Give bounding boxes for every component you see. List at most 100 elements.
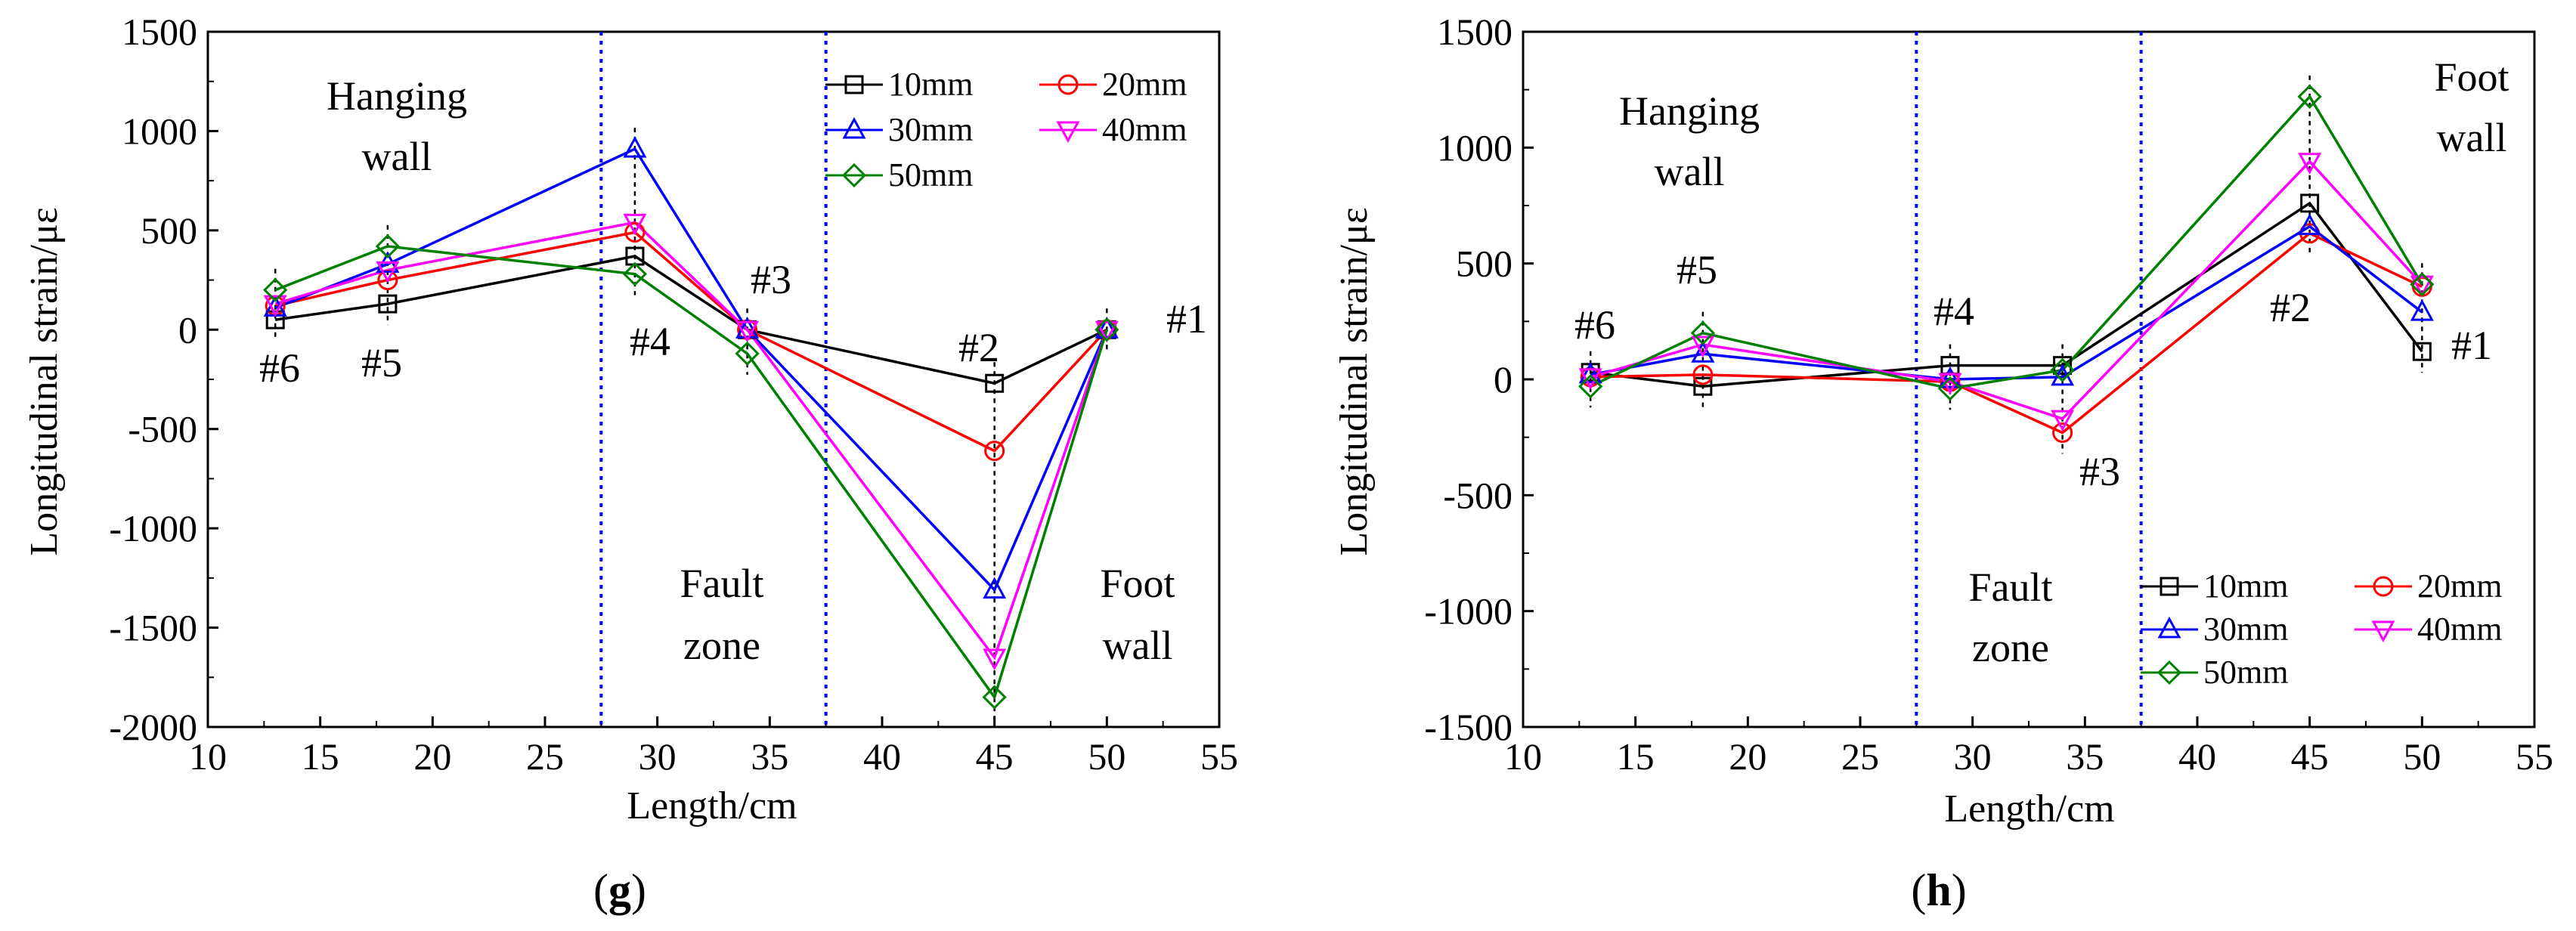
data-point-30mm [1578,361,1602,384]
data-point-50mm [2050,357,2075,382]
series-line-40mm [274,221,1108,660]
legend-h: 10mm 20mm 30mm 40mm 50mm [2141,568,2502,691]
x-tick-label: 30 [1954,735,1992,778]
x-tick-label: 30 [639,735,677,778]
legend-symbol-40mm [2371,620,2395,643]
data-point-10mm [2053,356,2073,376]
x-axis-title-h: Length/cm [1944,787,2114,830]
y-tick-label: -1000 [1424,590,1512,633]
data-point-20mm [2052,422,2073,444]
legend-label-50mm: 50mm [2203,654,2288,691]
y-tick-label: 0 [1494,358,1512,401]
x-tick-label: 35 [2066,735,2104,778]
x-tick-label: 55 [1200,735,1238,778]
legend-label-40mm: 40mm [2417,611,2502,648]
legend-label-20mm: 20mm [1102,66,1187,103]
data-point-40mm [2298,153,2322,175]
data-point-40mm [983,648,1007,671]
data-point-30mm [623,135,647,158]
data-point-30mm [1094,317,1119,339]
region-label-hanging-line1: Hanging [1619,88,1760,134]
y-tick-label: 1500 [1437,11,1512,53]
point-label-1: #1 [2451,323,2492,368]
x-tick-label: 40 [2178,735,2216,778]
x-tick-label: 50 [1088,735,1125,778]
legend-symbol-50mm [841,162,867,188]
data-point-40mm [1094,320,1119,343]
data-point-50mm [735,341,760,366]
data-point-40mm [623,213,647,236]
x-tick-label: 25 [526,735,564,778]
legend-label-10mm: 10mm [888,66,973,103]
data-point-30mm [1691,341,1715,363]
point-label-5: #5 [1677,247,1717,292]
point-label-3: #3 [751,257,791,302]
panel-label-h: (h) [1911,865,1966,915]
y-tick-label: 1000 [122,110,197,152]
point-label-2: #2 [958,325,999,370]
data-point-40mm [735,320,760,343]
point-label-6: #6 [1574,302,1615,348]
y-tick-label: 1500 [122,11,197,53]
point-label-4: #4 [630,319,670,364]
region-label-foot-line2: wall [2437,115,2507,160]
x-tick-label: 45 [2291,735,2329,778]
legend-symbol-40mm [1056,121,1080,144]
x-tick-label: 55 [2516,735,2553,778]
series-line-10mm [274,255,1108,385]
region-label-foot-line2: wall [1103,623,1173,668]
legend-symbol-30mm [842,116,866,139]
x-tick-label: 20 [1729,735,1766,778]
data-point-10mm [1693,376,1713,396]
x-tick-label: 20 [413,735,451,778]
legend-label-30mm: 30mm [888,111,973,148]
data-point-10mm [2412,342,2432,361]
y-axis-title-g: Longitudinal strain/με [23,207,66,555]
region-label-fault-line1: Fault [1968,564,2052,610]
data-point-50mm [1690,320,1715,345]
data-point-50mm [1937,376,1963,401]
legend-symbol-50mm [2156,660,2182,685]
legend-label-50mm: 50mm [888,156,973,193]
region-label-hanging-line2: wall [362,134,432,179]
y-axis-title-h: Longitudinal strain/με [1333,207,1376,555]
y-tick-label: -1000 [109,507,197,549]
legend-label-20mm: 20mm [2417,568,2502,605]
legend-symbol-10mm [2160,577,2179,596]
data-point-50mm [1578,374,1603,399]
legend-symbol-20mm [1057,74,1079,95]
point-label-6: #6 [259,345,300,391]
panel-label-h-letter: h [1926,865,1951,915]
region-label-hanging-line2: wall [1655,149,1725,194]
legend-g: 10mm 20mm 30mm 40mm 50mm [825,66,1187,193]
y-tick-label: 0 [178,308,197,351]
region-label-fault-line2: zone [1972,625,2049,670]
data-point-10mm [2300,193,2320,213]
data-point-40mm [1691,336,1715,358]
y-tick-label: 500 [141,209,197,252]
x-tick-label: 50 [2403,735,2441,778]
x-tick-label: 10 [1504,735,1542,778]
data-point-50mm [375,234,400,259]
series-line-10mm [1590,201,2423,388]
series-line-20mm [274,230,1108,453]
data-point-40mm [1578,368,1602,391]
legend-label-10mm: 10mm [2203,568,2288,605]
data-point-50mm [2410,272,2435,297]
region-label-foot-line1: Foot [1100,561,1175,606]
chart-panel-h: 10 15 20 25 30 35 40 45 50 55 -1500 -1000 -500 0 500 10… [1333,11,2553,915]
x-tick-label: 10 [189,735,227,778]
y-tick-label: 1000 [1437,126,1512,169]
legend-symbol-20mm [2373,576,2394,597]
panel-label-g: (g) [593,865,646,915]
data-point-20mm [1692,364,1714,385]
data-point-20mm [624,221,646,243]
data-point-20mm [984,441,1005,462]
legend-symbol-30mm [2157,616,2181,639]
y-tick-label: -500 [1443,474,1512,516]
data-point-30mm [2298,213,2322,236]
x-axis-title-g: Length/cm [627,784,797,827]
y-tick-label: -2000 [109,706,197,748]
data-point-40mm [263,295,287,317]
